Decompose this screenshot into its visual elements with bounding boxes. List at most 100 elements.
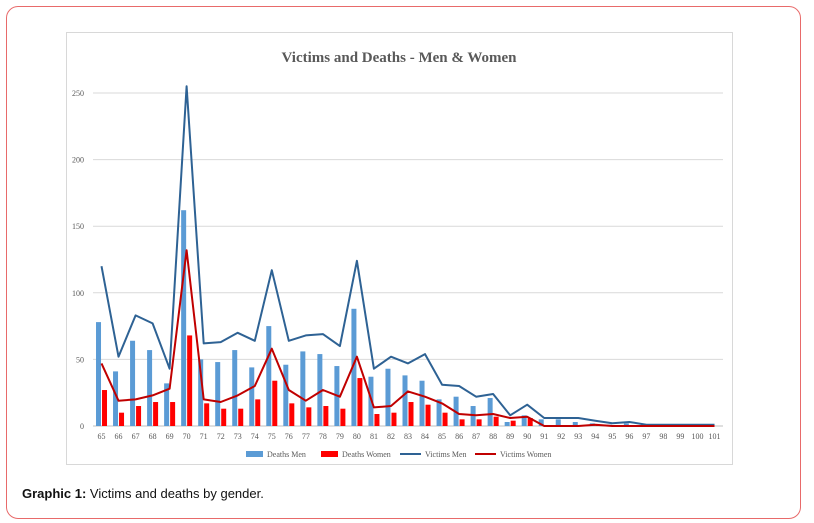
legend-swatch [246,451,263,457]
bar-deaths-men [113,371,119,426]
chart-title: Victims and Deaths - Men & Women [282,50,518,66]
x-tick-label: 78 [319,432,327,441]
bar-deaths-men [572,422,578,426]
lines [100,85,715,427]
bar-deaths-men [623,423,629,426]
x-tick-label: 74 [251,432,259,441]
bar-deaths-women [289,403,295,426]
bar-deaths-men [521,415,527,426]
bar-deaths-women [510,420,516,426]
x-tick-label: 99 [676,432,684,441]
bar-deaths-men [215,362,221,426]
x-tick-label: 82 [387,432,395,441]
x-tick-label: 67 [132,432,140,441]
x-tick-label: 86 [455,432,463,441]
x-tick-label: 72 [217,432,225,441]
bar-deaths-women [238,408,244,426]
bar-deaths-men [436,399,442,426]
x-tick-label: 84 [421,432,429,441]
legend-swatch [321,451,338,457]
y-tick-label: 50 [76,355,84,364]
legend-label: Deaths Women [342,450,391,459]
x-tick-label: 80 [353,432,361,441]
x-tick-label: 68 [149,432,157,441]
bar-deaths-women [357,378,363,426]
x-tick-label: 71 [200,432,208,441]
bar-deaths-men [181,210,187,426]
x-tick-label: 81 [370,432,378,441]
bar-deaths-women [340,408,346,426]
x-tick-label: 88 [489,432,497,441]
figure-caption: Graphic 1: Victims and deaths by gender. [22,486,264,501]
bar-deaths-women [221,408,227,426]
bar-deaths-men [555,419,561,426]
bar-deaths-women [442,412,448,426]
y-axis-ticks: 0 50 100 150 200 250 [72,89,84,431]
x-tick-label: 85 [438,432,446,441]
bar-deaths-women [493,416,499,426]
bar-deaths-men [130,340,136,426]
bar-deaths-men [164,383,170,426]
x-tick-label: 75 [268,432,276,441]
bar-deaths-women [272,380,278,426]
x-tick-label: 101 [708,432,720,441]
bar-deaths-men [504,422,510,426]
bar-deaths-women [102,390,108,426]
bar-deaths-women [425,404,431,426]
x-tick-label: 76 [285,432,293,441]
bar-deaths-men [147,350,153,426]
bar-deaths-men [385,368,391,426]
gridlines [93,92,723,427]
bar-deaths-women [136,406,142,426]
y-tick-label: 200 [72,156,84,165]
bar-deaths-women [119,412,125,426]
bar-deaths-women [476,419,482,426]
bar-deaths-men [317,354,323,426]
bar-deaths-men [402,375,408,426]
legend-label: Deaths Men [267,450,306,459]
x-tick-label: 96 [625,432,633,441]
x-tick-label: 65 [98,432,106,441]
bar-deaths-women [527,418,533,426]
x-tick-label: 89 [506,432,514,441]
x-tick-label: 91 [540,432,548,441]
x-tick-label: 90 [523,432,531,441]
bar-deaths-women [408,402,414,426]
bar-deaths-men [198,359,204,426]
bar-deaths-women [170,402,176,426]
legend-label: Victims Women [500,450,551,459]
x-tick-label: 66 [115,432,123,441]
bar-deaths-men [487,398,493,426]
bar-deaths-men [249,367,255,426]
x-tick-label: 70 [183,432,191,441]
x-tick-label: 79 [336,432,344,441]
x-tick-label: 69 [166,432,174,441]
x-tick-label: 98 [659,432,667,441]
legend-label: Victims Men [425,450,467,459]
x-tick-label: 97 [642,432,650,441]
x-tick-label: 92 [557,432,565,441]
bar-deaths-men [419,380,425,426]
bar-deaths-men [538,419,544,426]
x-tick-label: 87 [472,432,480,441]
x-axis-ticks: 65 66 67 68 69 70 71 72 73 74 75 76 77 78 79 80 81 82 83 84… [98,432,721,441]
y-tick-label: 150 [72,222,84,231]
bar-deaths-women [391,412,397,426]
x-tick-label: 94 [591,432,599,441]
x-tick-label: 95 [608,432,616,441]
caption-text: Victims and deaths by gender. [86,486,264,501]
y-tick-label: 0 [80,422,84,431]
bar-deaths-women [187,335,193,426]
bar-deaths-men [283,364,289,426]
x-tick-label: 93 [574,432,582,441]
line-victims-men [100,85,715,426]
y-tick-label: 100 [72,289,84,298]
bar-deaths-women [255,399,261,426]
bar-deaths-women [306,407,312,426]
bar-deaths-men [300,351,306,426]
line-victims-women [100,249,715,427]
bar-deaths-men [351,308,357,426]
bar-deaths-men [232,350,238,426]
x-tick-label: 73 [234,432,242,441]
